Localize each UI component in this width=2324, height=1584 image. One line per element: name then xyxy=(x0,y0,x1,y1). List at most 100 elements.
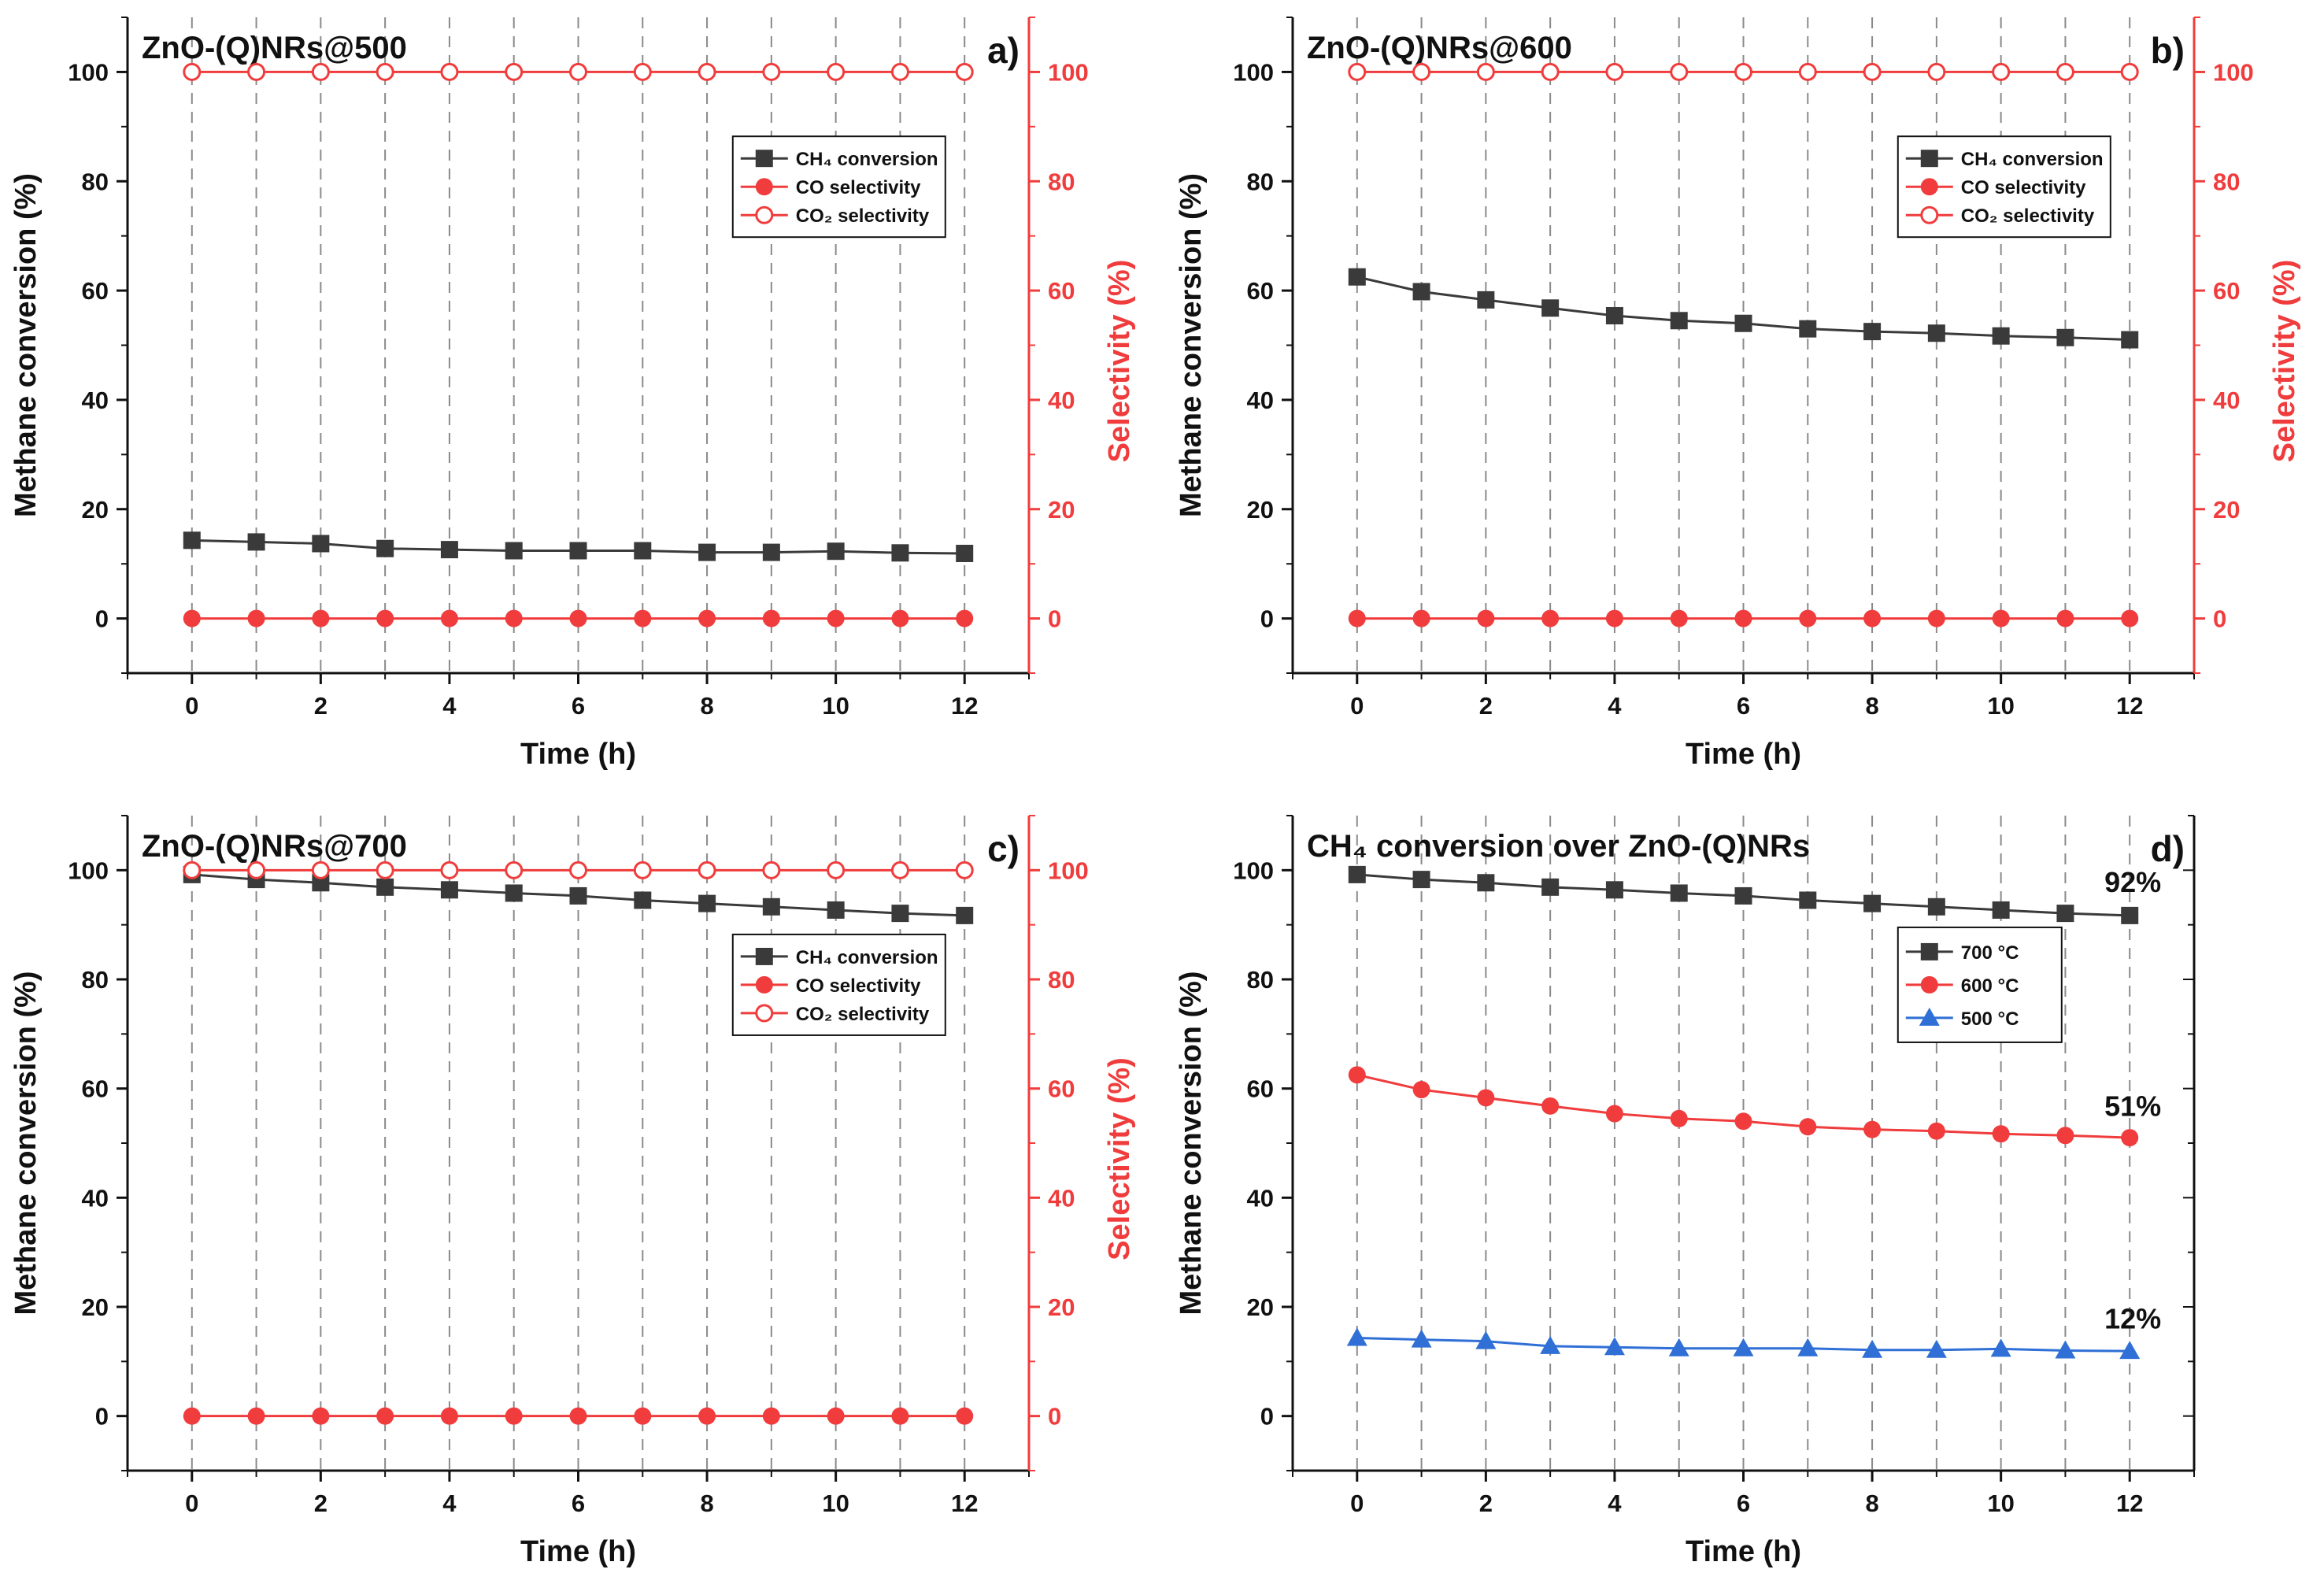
panel-title: ZnO-(Q)NRs@700 xyxy=(142,829,407,864)
y-tick-label: 100 xyxy=(68,58,109,86)
data-point xyxy=(827,62,846,81)
legend-label: 700 °C xyxy=(1961,942,2019,964)
legend-marker xyxy=(1920,150,1938,168)
x-tick-label: 10 xyxy=(1987,1490,2014,1517)
data-point xyxy=(1412,283,1430,301)
y-tick-label: 100 xyxy=(68,857,109,884)
y-tick-label: 0 xyxy=(95,605,109,633)
data-point xyxy=(505,884,523,902)
data-point xyxy=(827,901,845,919)
y2-tick-label: 80 xyxy=(1048,966,1075,994)
data-point xyxy=(1670,609,1688,627)
data-point xyxy=(1604,1337,1625,1356)
data-point xyxy=(1863,609,1882,627)
data-point xyxy=(2121,1129,2139,1147)
y2-axis-label: Selectivity (%) xyxy=(1103,1057,1136,1260)
panel-label: c) xyxy=(987,828,1020,869)
data-point xyxy=(698,609,716,627)
legend-marker xyxy=(1920,942,1938,960)
y2-tick-label: 40 xyxy=(1048,1184,1075,1212)
data-point xyxy=(1927,324,1945,342)
x-tick-label: 4 xyxy=(442,1490,457,1517)
data-point xyxy=(1411,1329,1432,1348)
data-point xyxy=(1992,327,2010,345)
data-point xyxy=(247,860,266,879)
y2-tick-label: 0 xyxy=(2213,605,2226,633)
data-point xyxy=(1541,299,1560,317)
x-tick-label: 6 xyxy=(1737,1490,1750,1517)
legend-label: CO₂ selectivity xyxy=(796,205,930,227)
data-point xyxy=(762,543,780,561)
data-point xyxy=(698,860,716,879)
data-point xyxy=(1797,1338,1819,1356)
data-point xyxy=(183,609,201,627)
y-tick-label: 60 xyxy=(1247,277,1274,305)
data-point xyxy=(633,62,652,81)
data-point xyxy=(698,894,716,912)
data-point xyxy=(440,541,458,559)
data-point xyxy=(955,62,974,81)
data-point xyxy=(827,1407,845,1425)
data-point xyxy=(1799,609,1817,627)
legend-marker xyxy=(755,1004,774,1023)
x-tick-label: 2 xyxy=(314,1490,328,1517)
data-point xyxy=(891,1407,909,1425)
x-tick-label: 0 xyxy=(185,692,198,720)
y2-tick-label: 40 xyxy=(1048,387,1075,414)
x-tick-label: 8 xyxy=(700,1490,713,1517)
data-point xyxy=(569,62,587,81)
data-point xyxy=(2121,906,2139,924)
data-point xyxy=(1348,1066,1366,1084)
y-tick-label: 40 xyxy=(82,387,109,414)
legend: CH₄ conversion CO selectivity CO₂ selectiv… xyxy=(731,135,946,239)
data-point xyxy=(505,542,523,560)
legend-label: CO selectivity xyxy=(1961,177,2086,198)
y-tick-label: 20 xyxy=(82,496,109,524)
y-axis-label: Methane conversion (%) xyxy=(9,173,43,517)
data-point xyxy=(1412,62,1431,81)
data-point xyxy=(1475,1330,1497,1349)
x-tick-label: 2 xyxy=(1479,1490,1493,1517)
data-point xyxy=(569,1407,587,1425)
end-value-label: 92% xyxy=(2104,866,2161,898)
data-point xyxy=(1992,1125,2010,1143)
data-point xyxy=(1477,291,1495,309)
panel-label: d) xyxy=(2151,828,2185,869)
panel-d: 0 2 4 6 8 10 12 0 20 40 60 80 100 Time (h) Methane con… xyxy=(1175,815,2196,1568)
legend-label: CH₄ conversion xyxy=(796,149,938,170)
legend-marker xyxy=(755,205,774,224)
panel-label: b) xyxy=(2151,30,2185,71)
legend-marker xyxy=(1920,178,1938,196)
x-tick-label: 10 xyxy=(822,1490,849,1517)
panel-title: CH₄ conversion over ZnO-(Q)NRs xyxy=(1307,829,1810,864)
legend-marker xyxy=(755,178,773,196)
legend-marker xyxy=(755,975,773,994)
data-point xyxy=(2056,328,2074,346)
data-point xyxy=(183,62,202,81)
y-tick-label: 60 xyxy=(82,277,109,305)
data-point xyxy=(505,860,524,879)
data-point xyxy=(376,878,394,896)
x-tick-label: 2 xyxy=(314,692,328,720)
data-point xyxy=(1863,894,1882,912)
data-point xyxy=(1348,62,1367,81)
data-point xyxy=(2056,1127,2074,1145)
x-tick-label: 12 xyxy=(951,692,978,720)
x-axis-label: Time (h) xyxy=(1686,738,1801,771)
data-point xyxy=(1605,62,1624,81)
data-point xyxy=(1798,62,1817,81)
x-tick-label: 8 xyxy=(1865,1490,1878,1517)
data-point xyxy=(1799,891,1817,909)
data-point xyxy=(1990,1338,2011,1357)
data-point xyxy=(1477,1089,1495,1107)
data-point xyxy=(505,1407,523,1425)
x-tick-label: 10 xyxy=(822,692,849,720)
data-point xyxy=(762,897,780,916)
data-point xyxy=(956,906,974,924)
data-point xyxy=(440,1407,458,1425)
data-point xyxy=(891,905,909,923)
data-point xyxy=(312,535,330,553)
data-point xyxy=(1799,1118,1817,1136)
legend: CH₄ conversion CO selectivity CO₂ selectiv… xyxy=(1897,135,2111,239)
y2-tick-label: 60 xyxy=(2213,277,2240,305)
